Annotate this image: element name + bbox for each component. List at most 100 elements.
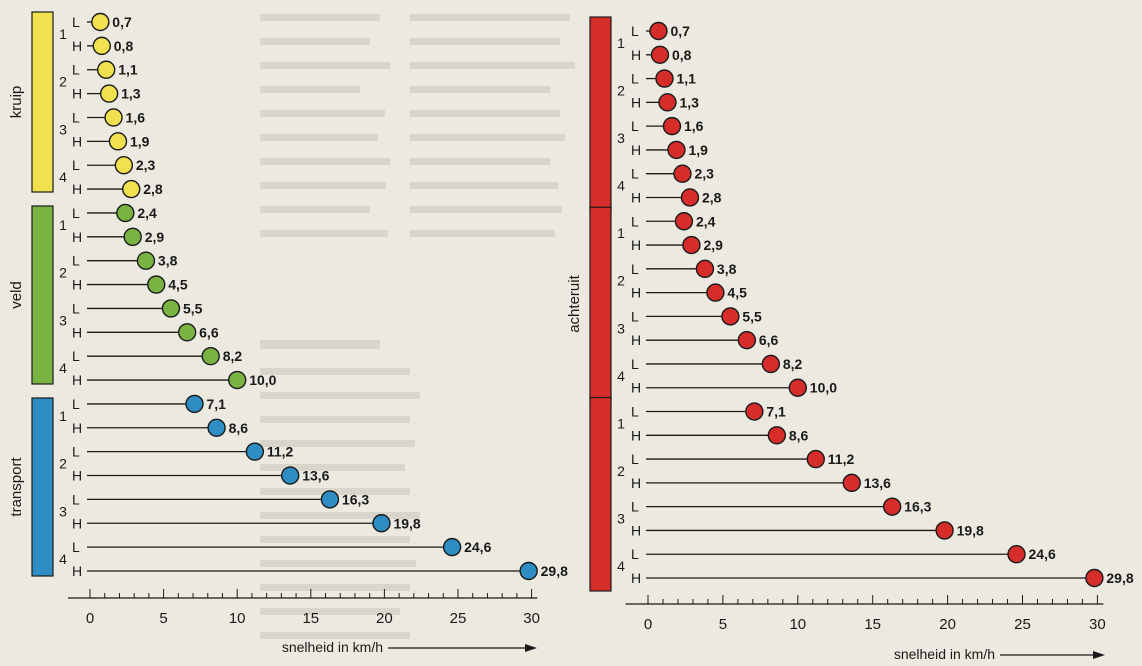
- range-label: H: [72, 38, 82, 54]
- value-label: 5,5: [183, 300, 203, 316]
- data-point: [674, 212, 694, 231]
- group-bar: [589, 396, 612, 592]
- range-label: H: [72, 86, 82, 102]
- data-point: [649, 21, 668, 41]
- gear-label: 3: [59, 121, 67, 137]
- value-label: 6,6: [759, 332, 779, 348]
- data-point: [185, 394, 204, 414]
- value-label: 13,6: [302, 468, 329, 484]
- range-label: H: [72, 181, 82, 197]
- range-label: L: [72, 300, 80, 316]
- x-tick-label: 10: [229, 610, 246, 627]
- value-label: 5,5: [742, 308, 762, 324]
- gear-label: 3: [617, 130, 625, 146]
- value-label: 1,1: [118, 62, 138, 78]
- range-label: H: [631, 570, 641, 586]
- x-tick-label: 30: [1089, 616, 1106, 633]
- value-label: 0,7: [112, 14, 132, 30]
- x-tick-label: 20: [376, 610, 393, 627]
- range-label: L: [631, 213, 639, 229]
- data-point: [682, 235, 701, 255]
- gear-label: 4: [617, 558, 625, 574]
- data-point: [92, 36, 111, 56]
- value-label: 16,3: [342, 491, 369, 507]
- data-point: [372, 514, 391, 533]
- gear-label: 3: [59, 312, 67, 328]
- value-label: 8,2: [783, 356, 803, 372]
- value-label: 0,7: [670, 23, 690, 39]
- data-point: [104, 108, 123, 127]
- range-label: L: [631, 166, 639, 182]
- x-tick-label: 20: [939, 616, 956, 633]
- value-label: 0,8: [672, 47, 692, 63]
- data-point: [667, 140, 686, 160]
- range-label: L: [631, 404, 639, 420]
- data-point: [680, 188, 700, 207]
- range-label: H: [631, 94, 641, 110]
- value-label: 29,8: [541, 563, 568, 579]
- range-label: L: [631, 546, 639, 562]
- group-label: kruip: [8, 86, 25, 119]
- data-point: [761, 354, 781, 374]
- data-point: [136, 251, 156, 270]
- data-point: [116, 203, 135, 223]
- data-point: [99, 84, 119, 103]
- data-point: [650, 45, 670, 64]
- x-tick-label: 25: [450, 610, 467, 627]
- gear-label: 3: [617, 511, 625, 527]
- value-label: 4,5: [727, 285, 747, 301]
- value-label: 2,4: [137, 205, 157, 221]
- value-label: 2,8: [143, 181, 163, 197]
- value-label: 1,3: [121, 86, 141, 102]
- value-label: 13,6: [864, 475, 891, 491]
- range-label: L: [72, 444, 80, 460]
- range-label: L: [72, 14, 80, 30]
- x-axis-arrow-head: [525, 644, 537, 652]
- value-label: 2,9: [145, 229, 165, 245]
- range-label: L: [631, 451, 639, 467]
- value-label: 24,6: [464, 539, 491, 555]
- gear-label: 4: [59, 360, 67, 376]
- range-label: L: [72, 491, 80, 507]
- x-tick-label: 0: [644, 616, 652, 633]
- gear-label: 4: [617, 178, 625, 194]
- range-label: H: [631, 475, 641, 491]
- data-point: [122, 179, 141, 199]
- value-label: 1,6: [684, 118, 704, 134]
- value-label: 24,6: [1029, 546, 1056, 562]
- data-point: [245, 442, 265, 461]
- x-tick-label: 30: [523, 610, 540, 627]
- group-bar: [31, 397, 54, 577]
- range-label: H: [631, 380, 641, 396]
- value-label: 1,1: [676, 71, 696, 87]
- gear-label: 2: [59, 74, 67, 90]
- range-label: L: [631, 356, 639, 372]
- data-point: [882, 497, 902, 516]
- value-label: 19,8: [393, 515, 420, 531]
- data-point: [737, 330, 757, 350]
- data-point: [662, 116, 682, 136]
- range-label: H: [72, 229, 82, 245]
- value-label: 3,8: [158, 253, 178, 269]
- range-label: H: [72, 563, 82, 579]
- data-point: [123, 227, 142, 247]
- gear-label: 1: [617, 415, 625, 431]
- range-label: L: [631, 71, 639, 87]
- data-point: [788, 378, 807, 397]
- group-label: achteruit: [566, 274, 583, 332]
- gear-label: 2: [617, 82, 625, 98]
- range-label: H: [72, 468, 82, 484]
- gear-label: 3: [617, 320, 625, 336]
- value-label: 2,3: [136, 157, 156, 173]
- value-label: 1,9: [130, 133, 150, 149]
- value-label: 2,3: [694, 166, 714, 182]
- data-point: [320, 490, 340, 509]
- range-label: L: [72, 396, 80, 412]
- data-point: [658, 93, 677, 112]
- range-label: H: [631, 47, 641, 63]
- data-point: [91, 12, 110, 32]
- value-label: 1,6: [126, 109, 146, 125]
- data-point: [519, 561, 538, 581]
- gear-label: 4: [59, 169, 67, 185]
